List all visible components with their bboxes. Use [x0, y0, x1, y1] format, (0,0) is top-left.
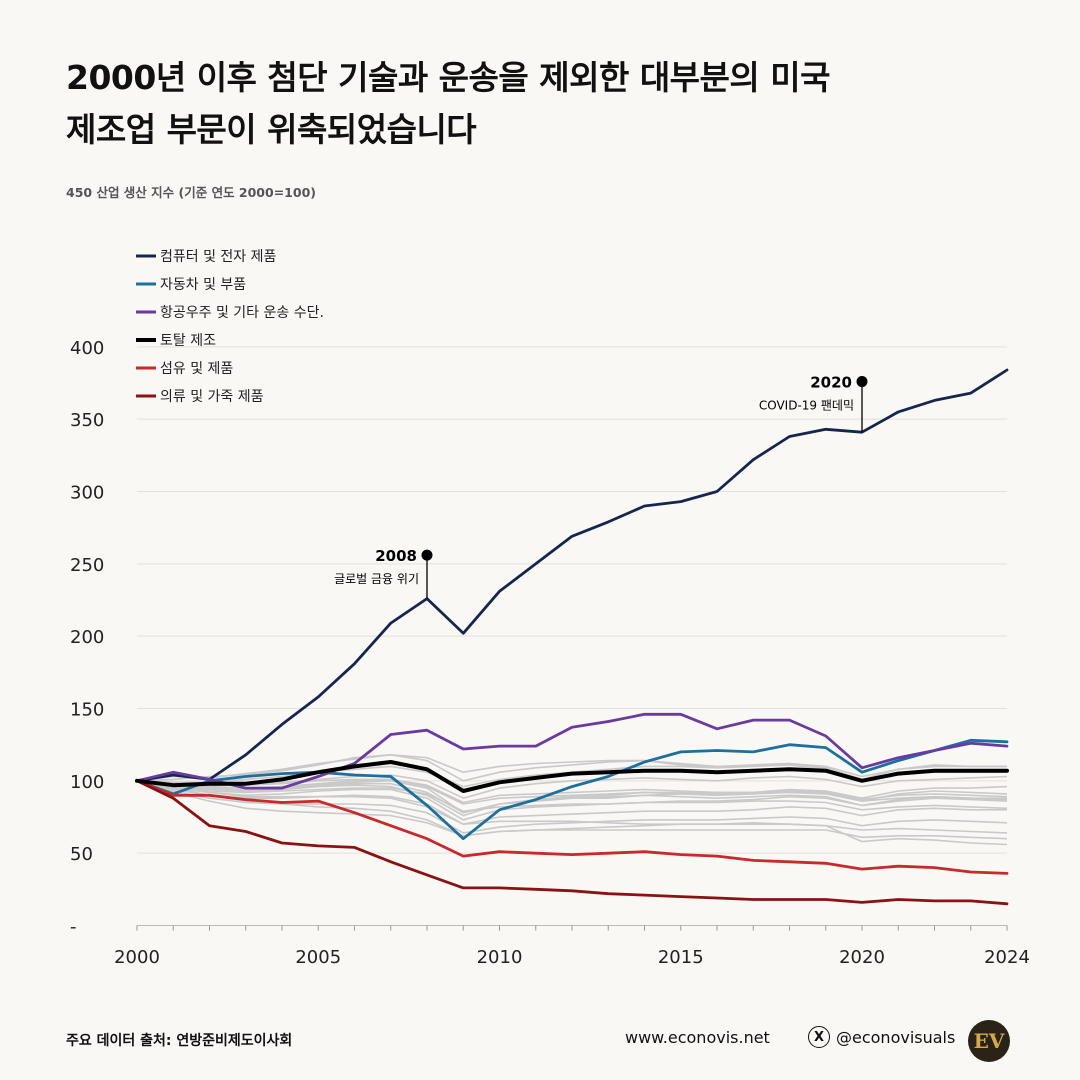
series-line	[135, 368, 1009, 783]
y-tick-label: 100	[70, 772, 104, 793]
background-series-line	[136, 778, 1008, 805]
legend-label: 자동차 및 부품	[160, 277, 246, 293]
brand-logo: EV	[968, 1020, 1010, 1062]
x-tick-label: 2024	[984, 947, 1030, 968]
x-tick-label: 2010	[477, 947, 523, 968]
website-link[interactable]: www.econovis.net	[625, 1028, 770, 1047]
series-line	[135, 779, 1009, 906]
y-tick-label: 50	[70, 844, 93, 865]
social-handle-text: @econovisuals	[836, 1027, 956, 1047]
background-series-line	[136, 780, 1008, 834]
title-line-1: 2000년 이후 첨단 기술과 운송을 제외한 대부분의 미국	[66, 58, 830, 97]
annotation-text: COVID-19 팬데믹	[759, 399, 854, 413]
legend-label: 토탈 제조	[160, 333, 216, 349]
page-title: 2000년 이후 첨단 기술과 운송을 제외한 대부분의 미국 제조업 부문이 …	[66, 52, 966, 156]
x-tick-label: 2005	[295, 947, 341, 968]
series-line	[135, 760, 1009, 793]
legend-label: 항공우주 및 기타 운송 수단.	[160, 305, 324, 321]
y-tick-label: -	[70, 917, 77, 938]
series-line	[135, 779, 1009, 875]
y-tick-label: 300	[70, 483, 104, 504]
data-source: 주요 데이터 출처: 연방준비제도이사회	[66, 1033, 293, 1049]
background-series-line	[136, 780, 1008, 814]
x-tick-label: 2020	[839, 947, 885, 968]
title-line-2: 제조업 부문이 위축되었습니다	[66, 110, 477, 149]
background-series-line	[136, 780, 1008, 840]
y-tick-label: 150	[70, 700, 104, 721]
legend-label: 의류 및 가죽 제품	[160, 389, 264, 405]
annotation-year: 2020	[810, 374, 852, 392]
social-handle[interactable]: X @econovisuals	[808, 1026, 955, 1048]
background-series-line	[136, 780, 1008, 846]
y-tick-label: 200	[70, 627, 104, 648]
annotation-year: 2008	[375, 547, 417, 565]
chart-subtitle: 450 산업 생산 지수 (기준 연도 2000=100)	[66, 185, 316, 200]
x-logo-icon: X	[808, 1026, 830, 1048]
x-tick-label: 2015	[658, 947, 704, 968]
annotation-text: 글로벌 금융 위기	[334, 572, 419, 586]
legend-label: 컴퓨터 및 전자 제품	[160, 249, 277, 265]
annotation-dot	[421, 549, 433, 561]
series-line	[135, 738, 1009, 841]
background-series-line	[136, 780, 1008, 812]
background-series-line	[136, 774, 1008, 799]
y-tick-label: 400	[70, 338, 104, 359]
y-tick-label: 350	[70, 410, 104, 431]
y-tick-label: 250	[70, 555, 104, 576]
series-line	[135, 712, 1009, 790]
x-tick-label: 2000	[114, 947, 160, 968]
annotation-dot	[856, 376, 868, 388]
background-series-line	[136, 780, 1007, 825]
legend-label: 섬유 및 제품	[160, 361, 233, 377]
